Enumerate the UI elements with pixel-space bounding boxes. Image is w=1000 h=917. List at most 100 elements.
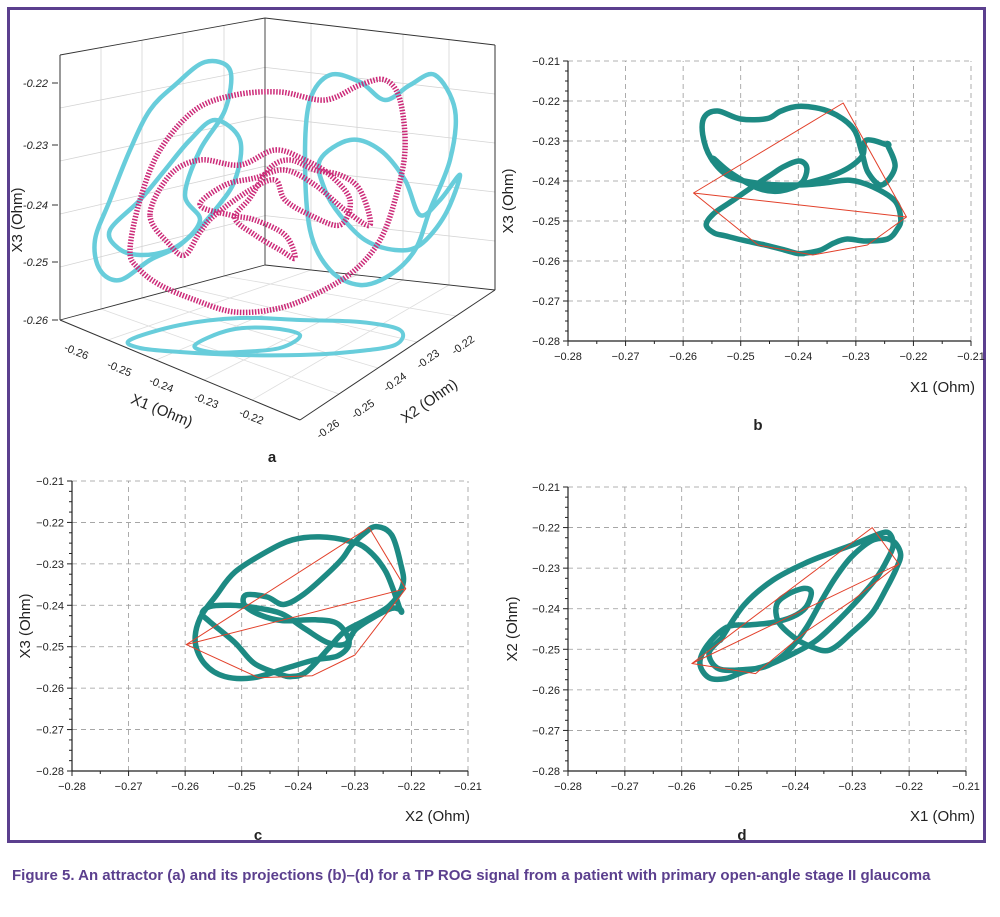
- grid-lines: [568, 60, 972, 341]
- panel-a-3d-attractor: -0.22 -0.23 -0.24 -0.25 -0.26 X3 (Ohm) -0.26 -0…: [9, 17, 496, 466]
- y-axis-label: X3 (Ohm): [500, 168, 517, 233]
- x-tick-label: −0.22: [895, 781, 923, 793]
- x-tick-label: −0.28: [554, 781, 582, 793]
- wall-grid-line: [264, 215, 496, 242]
- z-tick-label: -0.26: [23, 315, 49, 327]
- box-edge: [264, 264, 496, 291]
- x-axis-label: X2 (Ohm): [405, 808, 470, 825]
- x-tick-label: −0.26: [668, 781, 696, 793]
- panel-b-x1-x3-projection: −0.28 −0.27 −0.26 −0.25 −0.24 −0.23 −0.22 −0.21…: [500, 56, 985, 434]
- panel-c-x2-x3-projection: −0.28 −0.27 −0.26 −0.25 −0.24 −0.23 −0.22 −0.21…: [17, 476, 482, 844]
- x-tick-label: −0.21: [952, 781, 980, 793]
- x-tick-label: −0.23: [842, 351, 870, 363]
- z-tick-label: -0.24: [23, 200, 48, 212]
- x-axis-label: X1 (Ohm): [128, 391, 195, 431]
- y-tick-label: −0.24: [36, 600, 64, 612]
- y-tick-label: −0.26: [532, 685, 560, 697]
- x-tick-label: −0.25: [727, 351, 755, 363]
- y-axis-label: X2 (Ohm): [504, 596, 521, 661]
- x-tick-label: −0.28: [554, 351, 582, 363]
- panel-label: a: [268, 449, 277, 466]
- embedding-segment-series: [185, 526, 407, 679]
- x-tick-label: -0.25: [105, 359, 133, 380]
- floor-grid-line: [107, 269, 312, 341]
- figure-frame: [7, 7, 986, 843]
- y-tick-label: −0.23: [36, 559, 64, 571]
- y-tick-label: −0.23: [532, 136, 560, 148]
- x-tick-label: -0.26: [62, 342, 90, 363]
- y-tick-label: −0.24: [532, 604, 560, 616]
- y-tick-label: −0.25: [532, 216, 560, 228]
- x-axis-label: X1 (Ohm): [910, 379, 975, 396]
- y-tick-label: −0.27: [532, 296, 560, 308]
- y-tick-label: −0.22: [532, 523, 560, 535]
- x-tick-label: −0.28: [58, 781, 86, 793]
- y-tick-label: −0.22: [532, 96, 560, 108]
- attractor-3d-loop: [127, 76, 408, 316]
- y-tick-label: −0.24: [532, 176, 560, 188]
- attractor-trajectory-series: [697, 529, 904, 683]
- x-tick-label: −0.25: [228, 781, 256, 793]
- wall-projection-left-inner: [106, 117, 244, 258]
- embedding-segment-series: [691, 527, 900, 675]
- y-tick-label: −0.21: [532, 56, 560, 68]
- z-tick-label: -0.23: [23, 140, 49, 152]
- attractor-trajectory-series: [192, 523, 407, 682]
- grid-lines: [568, 486, 967, 771]
- wall-grid-line: [59, 165, 266, 215]
- x-tick-label: −0.25: [725, 781, 753, 793]
- y-tick-label: −0.26: [532, 256, 560, 268]
- z-tick-label: -0.22: [23, 78, 48, 90]
- z-tick-label: -0.25: [23, 257, 49, 269]
- x-tick-label: −0.24: [784, 351, 812, 363]
- y-axis-label: X3 (Ohm): [17, 593, 34, 658]
- floor-grid-line: [203, 279, 404, 381]
- x-tick-label: −0.27: [612, 351, 640, 363]
- x-tick-label: −0.21: [454, 781, 482, 793]
- y-tick-label: −0.21: [532, 482, 560, 494]
- x-tick-label: -0.24: [147, 375, 175, 396]
- y-tick-label: −0.22: [36, 517, 64, 529]
- box-edge: [59, 264, 266, 321]
- wall-projection-left: [92, 58, 234, 283]
- floor-grid-line: [251, 284, 450, 401]
- figure-caption: Figure 5. An attractor (a) and its proje…: [12, 867, 931, 884]
- y-tick-label: −0.23: [532, 563, 560, 575]
- y-tick-label: −0.26: [36, 683, 64, 695]
- panel-label: d: [737, 827, 746, 844]
- x-tick-label: −0.23: [838, 781, 866, 793]
- grid-lines: [72, 480, 469, 771]
- x-tick-label: -0.23: [192, 391, 220, 412]
- y-tick-label: −0.27: [532, 725, 560, 737]
- x-tick-label: −0.24: [284, 781, 312, 793]
- attractor-3d-loop-core: [197, 157, 374, 262]
- x-axis-label: X1 (Ohm): [910, 808, 975, 825]
- panel-d-x1-x2-projection: −0.28 −0.27 −0.26 −0.25 −0.24 −0.23 −0.22 −0.21…: [504, 482, 980, 844]
- y-tick-label: -0.26: [315, 417, 342, 441]
- wall-grid-line: [59, 116, 266, 162]
- box-edge: [59, 319, 301, 421]
- x-tick-label: −0.22: [398, 781, 426, 793]
- wall-grid-line: [264, 116, 496, 144]
- y-tick-label: −0.21: [36, 476, 64, 488]
- wall-grid-line: [59, 67, 266, 109]
- z-axis-label: X3 (Ohm): [9, 187, 26, 252]
- y-tick-label: -0.23: [415, 347, 442, 371]
- box-edge: [59, 17, 266, 56]
- embedding-segment-series: [693, 102, 907, 256]
- floor-projection: [125, 315, 406, 358]
- x-tick-label: −0.24: [782, 781, 810, 793]
- x-tick-label: −0.22: [900, 351, 928, 363]
- floor-grid-line: [141, 297, 379, 369]
- x-tick-label: −0.26: [669, 351, 697, 363]
- y-tick-label: -0.25: [350, 397, 377, 421]
- y-tick-label: −0.28: [36, 766, 64, 778]
- y-tick-label: −0.28: [532, 336, 560, 348]
- y-tick-label: -0.22: [450, 333, 477, 357]
- panel-label: c: [254, 827, 262, 844]
- y-tick-label: −0.27: [36, 725, 64, 737]
- floor-grid-line: [182, 286, 418, 343]
- y-tick-label: −0.28: [532, 766, 560, 778]
- y-axis-label: X2 (Ohm): [398, 376, 461, 427]
